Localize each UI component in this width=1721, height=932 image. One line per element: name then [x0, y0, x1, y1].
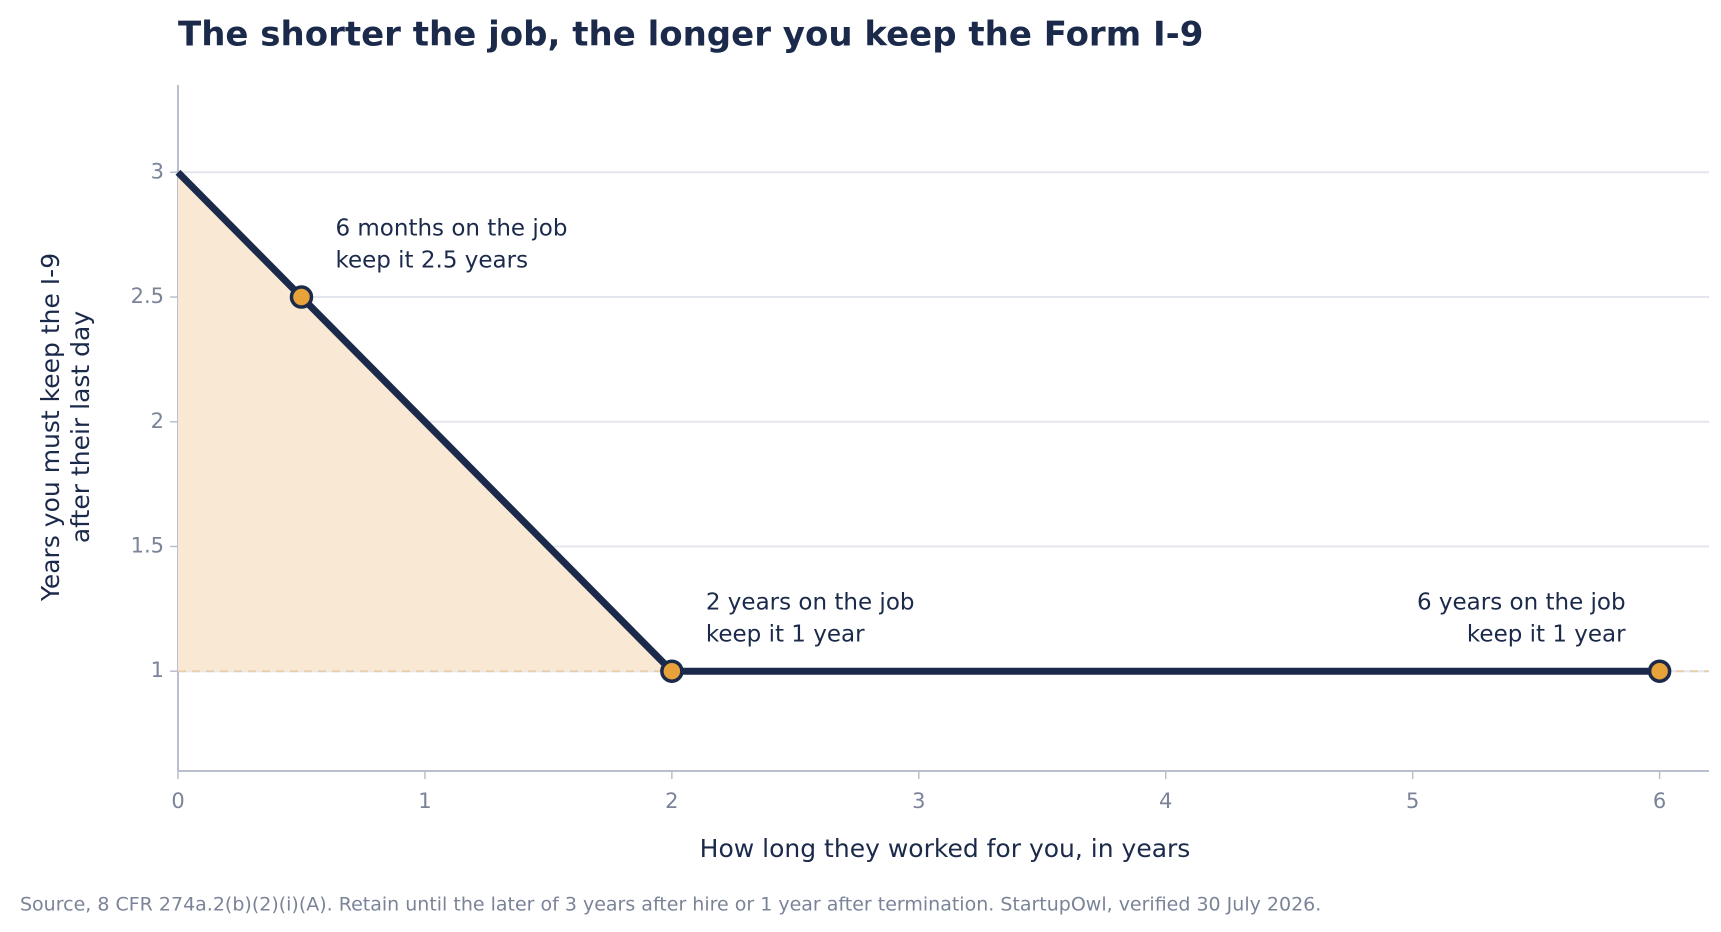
y-tick-label: 1: [151, 658, 164, 682]
marker: [1647, 659, 1672, 683]
marker: [289, 285, 314, 309]
x-tick-label: 4: [1159, 789, 1172, 813]
x-tick-label: 1: [418, 789, 431, 813]
y-axis-label: Years you must keep the I-9: [36, 253, 65, 602]
annotation: keep it 2.5 years: [335, 248, 528, 274]
x-tick-label: 5: [1406, 789, 1419, 813]
chart-title: The shorter the job, the longer you keep…: [178, 15, 1203, 55]
x-tick-label: 3: [912, 789, 925, 813]
annotation: 2 years on the job: [706, 590, 915, 616]
source-note: Source, 8 CFR 274a.2(b)(2)(i)(A). Retain…: [20, 894, 1321, 916]
x-tick-label: 6: [1653, 789, 1666, 813]
annotation: 6 years on the job: [1417, 590, 1626, 616]
x-tick-label: 2: [665, 789, 678, 813]
x-axis-label: How long they worked for you, in years: [700, 834, 1191, 863]
y-tick-label: 2: [151, 409, 164, 433]
y-tick-label: 2.5: [131, 284, 164, 308]
y-tick-label: 3: [151, 159, 164, 183]
annotation: keep it 1 year: [706, 622, 865, 648]
series-line: [175, 169, 1660, 675]
annotation: keep it 1 year: [1467, 622, 1626, 648]
y-axis-label: after their last day: [66, 311, 95, 544]
marker: [660, 659, 684, 683]
y-tick-label: 1.5: [131, 533, 164, 557]
x-tick-label: 0: [171, 789, 184, 813]
annotation: 6 months on the job: [335, 216, 567, 242]
